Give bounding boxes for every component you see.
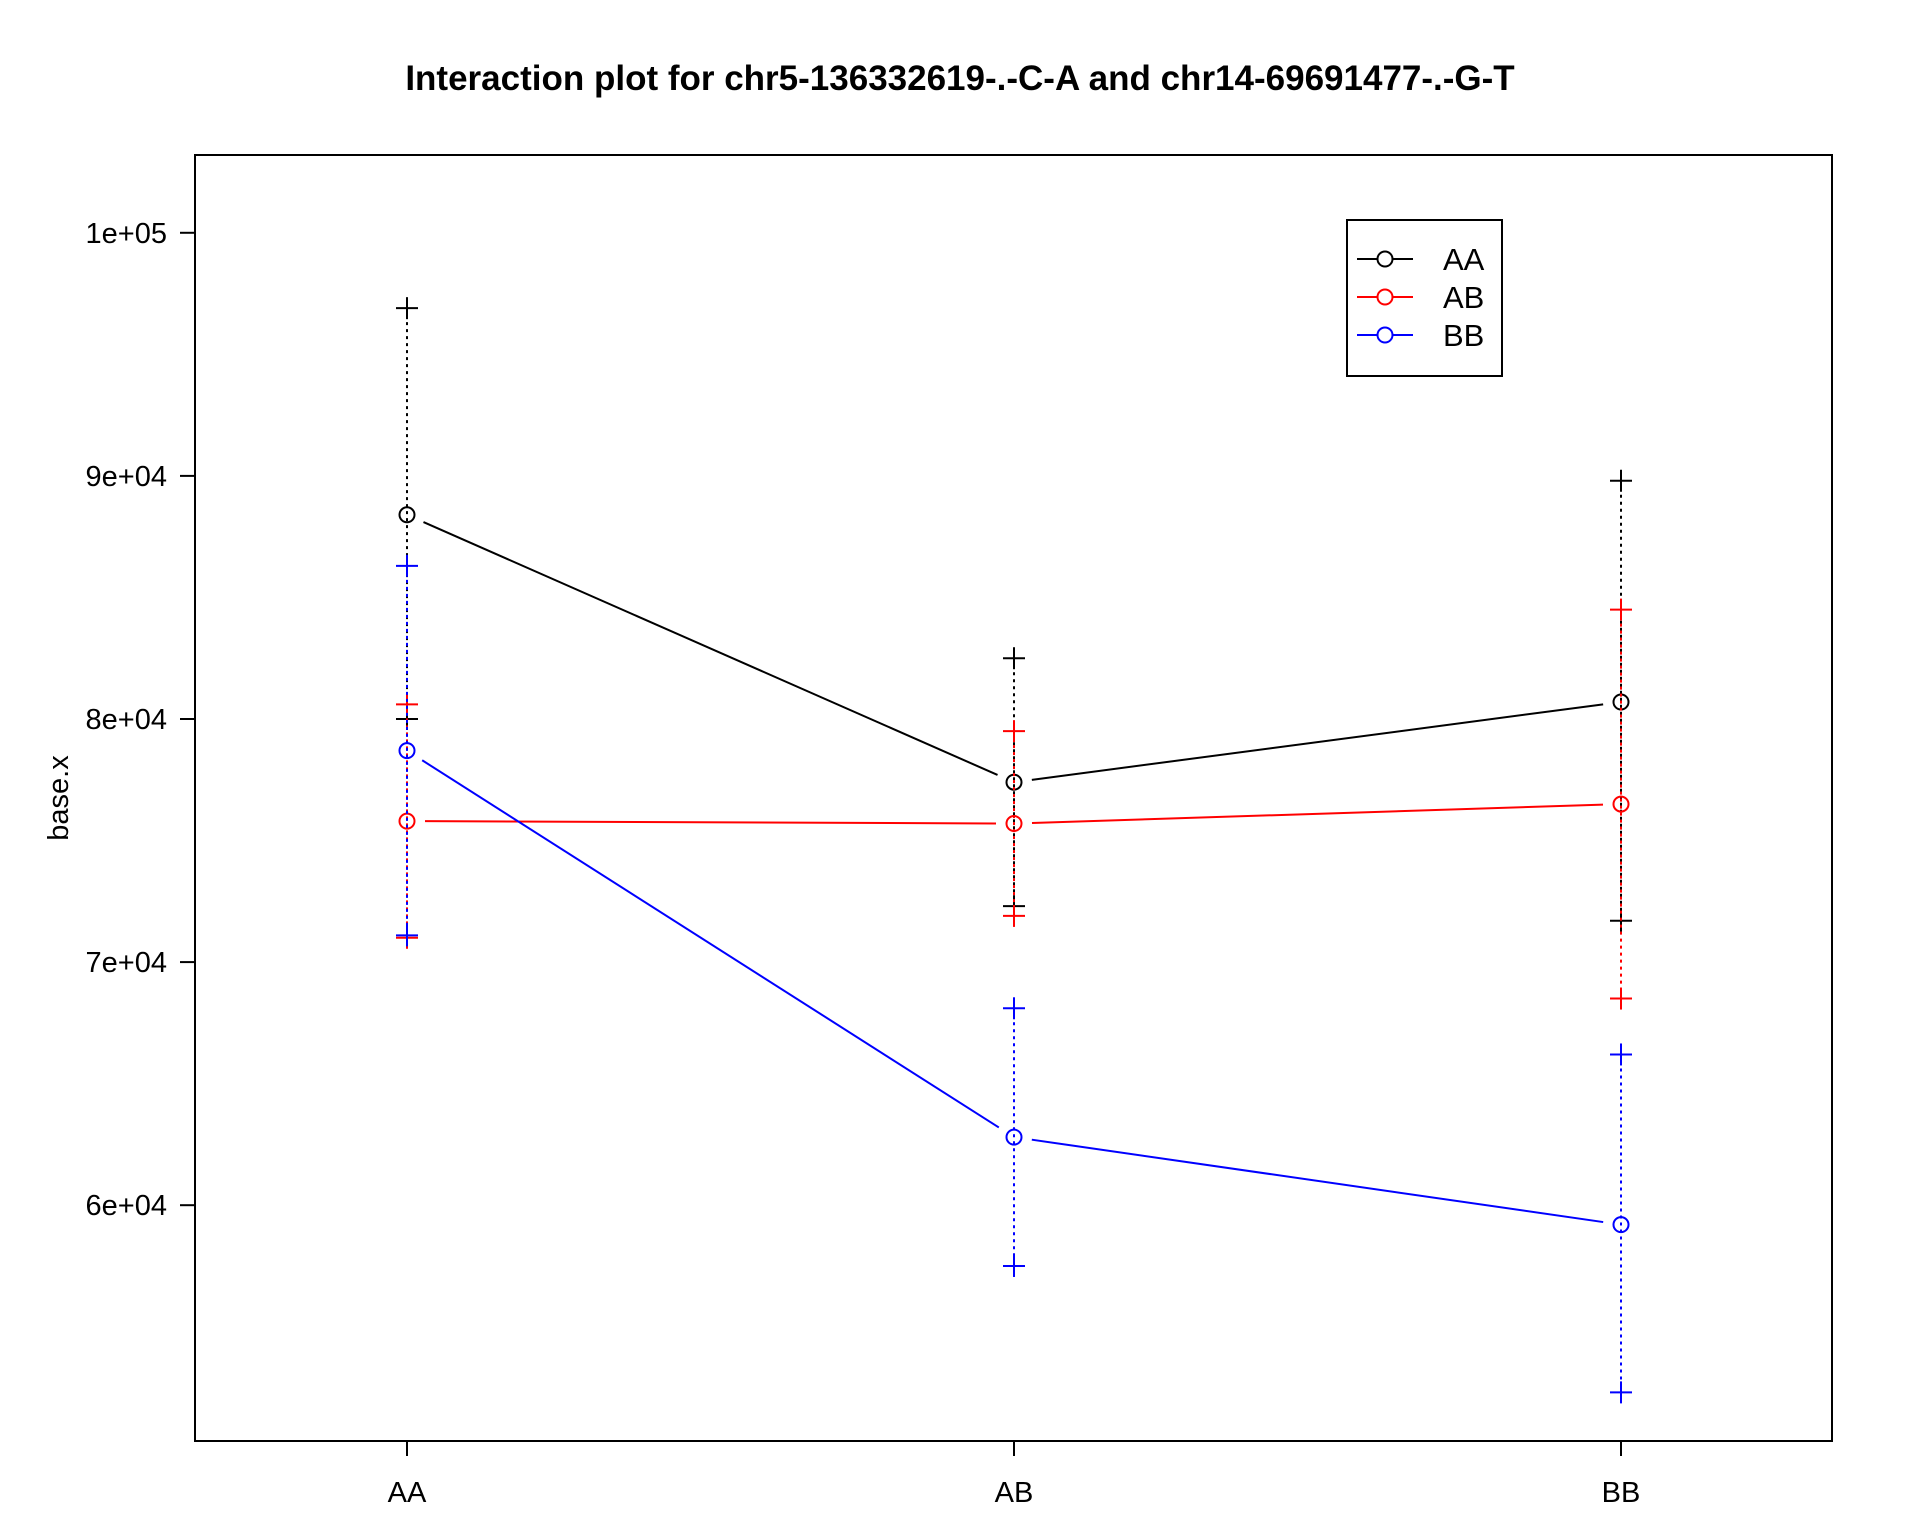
series-aa [396,297,1632,932]
legend-label: AB [1443,280,1484,315]
data-point [1005,815,1023,833]
y-tick-label: 1e+05 [86,218,167,250]
y-tick-label: 9e+04 [86,461,167,493]
y-tick-label: 6e+04 [86,1190,167,1222]
legend-marker [1376,288,1394,306]
data-point [1612,1216,1630,1234]
x-tick-label: AA [388,1477,427,1509]
series-line-segment [423,521,998,776]
series-line-segment [1031,1138,1604,1224]
legend-label: AA [1443,242,1485,277]
series-line-segment [1031,803,1604,824]
legend-marker [1376,326,1394,344]
data-point [398,506,416,524]
series-layer [396,297,1632,1404]
x-tick-label: BB [1602,1477,1641,1509]
data-point [398,742,416,760]
series-ab [396,598,1632,1010]
series-line-segment [421,759,1000,1129]
x-axis: AA AB BB [388,1441,1641,1509]
y-axis-label: base.x [43,755,75,841]
y-tick-label: 8e+04 [86,704,167,736]
data-point [1005,1128,1023,1146]
x-tick-label: AB [995,1477,1034,1509]
y-axis: 6e+04 7e+04 8e+04 9e+04 1e+05 [86,218,195,1222]
series-bb [396,554,1632,1404]
chart-title: Interaction plot for chr5-136332619-.-C-… [405,59,1514,98]
legend-marker [1376,250,1394,268]
series-line-segment [1031,703,1604,781]
data-point [1612,795,1630,813]
legend-label: BB [1443,318,1484,353]
y-tick-label: 7e+04 [86,947,167,979]
series-line-segment [424,820,997,825]
